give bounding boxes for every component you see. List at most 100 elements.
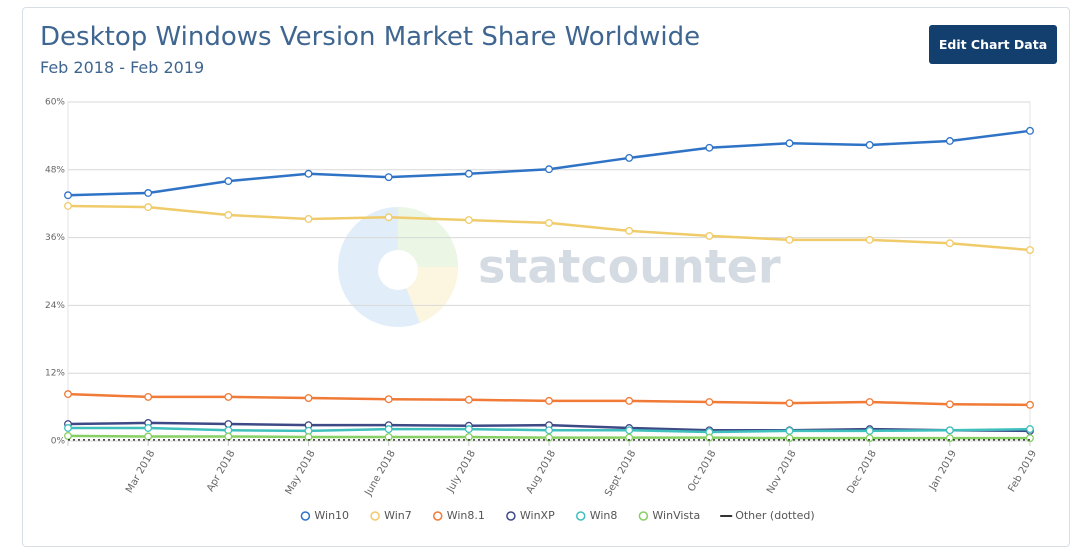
x-tick-label: July 2018 (445, 449, 478, 496)
legend-symbol (575, 511, 586, 521)
point-marker (785, 426, 794, 435)
point-marker (625, 426, 634, 435)
chart-title: Desktop Windows Version Market Share Wor… (40, 22, 701, 52)
point-marker (705, 398, 714, 406)
point-marker (64, 431, 72, 440)
x-tick-label: Nov 2018 (765, 449, 799, 496)
x-tick-label: Dec 2018 (845, 449, 879, 496)
legend-item: Win8 (575, 509, 618, 522)
point-marker (64, 390, 72, 399)
x-tick-label: Jan 2019 (927, 449, 959, 494)
x-tick-label: May 2018 (284, 449, 318, 497)
point-marker (785, 139, 794, 148)
point-marker (144, 424, 153, 432)
legend-item: Other (dotted) (720, 509, 815, 522)
point-marker (1026, 126, 1034, 135)
point-marker (545, 433, 553, 442)
point-marker (1026, 400, 1034, 409)
point-marker (865, 398, 874, 406)
point-marker (545, 396, 553, 405)
chart-subtitle: Feb 2018 - Feb 2019 (40, 58, 205, 77)
x-tick-label: Aug 2018 (525, 449, 559, 496)
legend-label: WinXP (520, 509, 555, 522)
point-marker (785, 235, 794, 244)
point-marker (464, 395, 473, 404)
x-tick-label: Oct 2018 (686, 449, 718, 494)
legend-label: Other (dotted) (735, 509, 814, 522)
point-marker (945, 426, 954, 435)
point-marker (785, 399, 794, 408)
x-tick-label: June 2018 (363, 449, 398, 499)
logo-hole (378, 250, 418, 290)
y-tick-label: 24% (45, 301, 65, 311)
legend-symbol (506, 511, 516, 521)
point-marker (625, 396, 634, 405)
point-marker (144, 432, 153, 441)
legend-symbol (638, 511, 649, 521)
legend-label: Win7 (384, 509, 412, 522)
chart: statcounter 0% 12% 24% 36% 48% 60% Mar 2018 Apr… (45, 98, 1039, 523)
point-marker (705, 143, 714, 152)
point-marker (945, 137, 954, 145)
point-marker (384, 425, 393, 434)
point-marker (64, 202, 72, 210)
point-marker (865, 140, 874, 149)
point-marker (545, 218, 553, 227)
point-marker (144, 189, 153, 197)
point-marker (865, 426, 874, 435)
logo-slice (398, 207, 458, 267)
point-marker (224, 432, 233, 441)
point-marker (945, 400, 954, 409)
point-marker (464, 216, 473, 225)
legend-item: WinXP (506, 509, 555, 522)
point-marker (64, 191, 72, 200)
point-marker (545, 426, 553, 435)
point-marker (304, 394, 313, 403)
y-tick-label: 36% (45, 233, 65, 243)
point-marker (224, 177, 233, 186)
point-marker (545, 165, 553, 174)
y-tick-label: 12% (45, 369, 65, 379)
point-marker (1026, 425, 1034, 434)
point-marker (1026, 246, 1034, 254)
x-tick-label: Apr 2018 (205, 449, 237, 494)
point-marker (224, 392, 233, 401)
point-marker (384, 173, 393, 182)
legend-label: Win8.1 (447, 509, 485, 522)
point-marker (304, 215, 313, 223)
point-marker (625, 153, 634, 162)
legend-label: Win8 (590, 509, 618, 522)
point-marker (865, 235, 874, 244)
page: {"button": "Edit Chart Data", "watermark… (22, 7, 1070, 547)
point-marker (384, 395, 393, 404)
point-marker (384, 213, 393, 222)
point-marker (144, 392, 153, 401)
legend-label: Win10 (314, 509, 349, 522)
point-marker (625, 226, 634, 235)
point-marker (945, 239, 954, 248)
x-tick-label: Sept 2018 (603, 449, 638, 499)
y-tick-label: 0% (51, 437, 66, 447)
point-marker (64, 424, 72, 432)
point-marker (625, 433, 634, 442)
point-marker (144, 203, 153, 212)
point-marker (224, 211, 233, 219)
legend-symbol (432, 511, 443, 521)
point-marker (705, 433, 714, 442)
series-line (67, 129, 1031, 197)
y-tick-label: 60% (45, 98, 65, 108)
x-tick-label: Mar 2018 (124, 449, 157, 496)
legend-item: WinVista (638, 509, 700, 522)
point-marker (304, 169, 313, 178)
watermark-text: statcounter (478, 240, 781, 294)
point-marker (785, 434, 794, 443)
edit-chart-data-button[interactable]: Edit Chart Data (929, 25, 1057, 64)
y-tick-label: 48% (45, 165, 65, 175)
watermark-logo (338, 207, 459, 327)
legend-item: Win10 (300, 509, 349, 522)
point-marker (464, 169, 473, 178)
legend-symbol (300, 511, 311, 521)
legend-item: Win7 (370, 509, 412, 522)
legend-symbol (370, 511, 380, 521)
legend-item: Win8.1 (432, 509, 485, 522)
